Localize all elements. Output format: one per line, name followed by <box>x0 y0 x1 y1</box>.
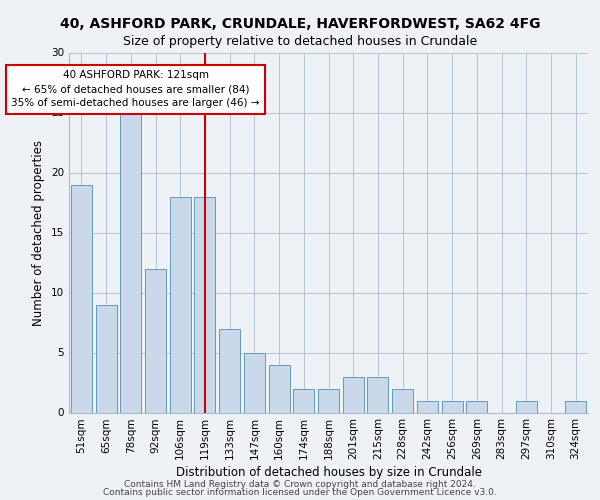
Bar <box>318 388 339 412</box>
Bar <box>367 376 388 412</box>
Bar <box>219 328 240 412</box>
Bar <box>194 196 215 412</box>
Text: Contains public sector information licensed under the Open Government Licence v3: Contains public sector information licen… <box>103 488 497 497</box>
Bar <box>269 364 290 412</box>
Text: Size of property relative to detached houses in Crundale: Size of property relative to detached ho… <box>123 35 477 48</box>
Text: 40, ASHFORD PARK, CRUNDALE, HAVERFORDWEST, SA62 4FG: 40, ASHFORD PARK, CRUNDALE, HAVERFORDWES… <box>60 18 540 32</box>
Bar <box>71 184 92 412</box>
Bar <box>565 400 586 412</box>
X-axis label: Distribution of detached houses by size in Crundale: Distribution of detached houses by size … <box>176 466 482 479</box>
Bar <box>293 388 314 412</box>
Text: 40 ASHFORD PARK: 121sqm
← 65% of detached houses are smaller (84)
35% of semi-de: 40 ASHFORD PARK: 121sqm ← 65% of detache… <box>11 70 260 108</box>
Bar <box>417 400 438 412</box>
Bar <box>343 376 364 412</box>
Bar <box>442 400 463 412</box>
Bar <box>466 400 487 412</box>
Bar <box>244 352 265 412</box>
Bar <box>170 196 191 412</box>
Bar <box>145 268 166 412</box>
Y-axis label: Number of detached properties: Number of detached properties <box>32 140 46 326</box>
Bar <box>392 388 413 412</box>
Bar <box>120 112 141 412</box>
Bar <box>516 400 537 412</box>
Text: Contains HM Land Registry data © Crown copyright and database right 2024.: Contains HM Land Registry data © Crown c… <box>124 480 476 489</box>
Bar <box>95 304 116 412</box>
